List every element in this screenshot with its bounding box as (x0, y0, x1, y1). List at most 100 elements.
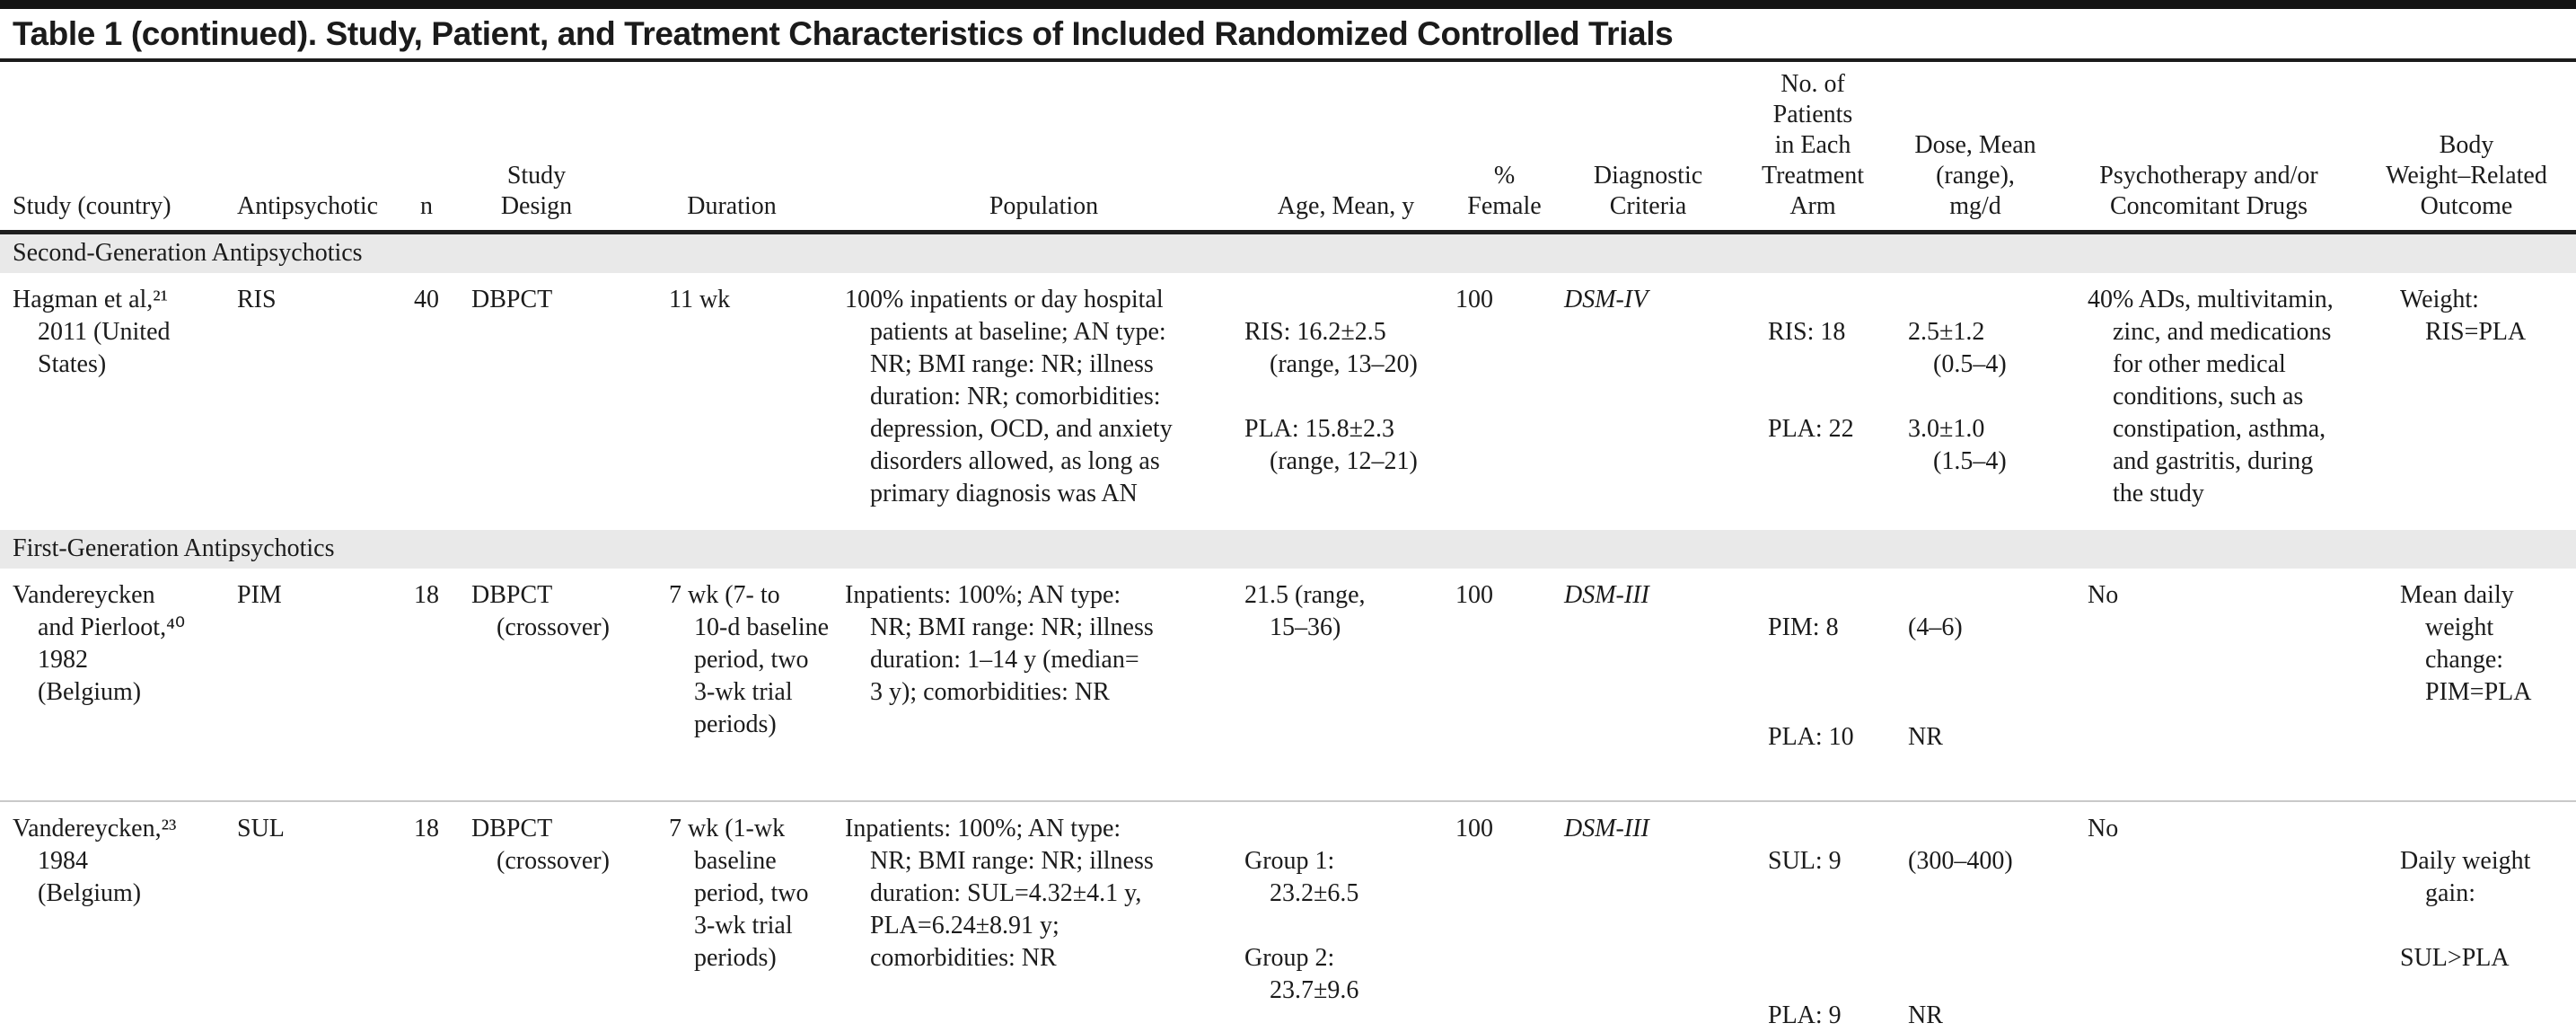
cell-psychotherapy: 40% ADs, multivitamin, zinc, and medicat… (2061, 273, 2357, 530)
cell-text: 7 wk (1-wk baseline period, two 3-wk tri… (669, 815, 809, 972)
cell-text: (4–6) (1908, 613, 1963, 641)
cell-design: DBPCT (453, 273, 620, 530)
cell-dose: (4–6) NR (1890, 569, 2061, 801)
cell-text: 11 wk (669, 286, 731, 313)
cell-population: Inpatients: 100%; AN type: NR; BMI range… (844, 569, 1244, 801)
cell-text: 21.5 (range, 15–36) (1244, 581, 1366, 641)
cell-text: DBPCT (471, 286, 553, 313)
col-header-dose: Dose, Mean (range), mg/d (1890, 62, 2061, 234)
col-header-design: Study Design (453, 62, 620, 234)
cell-criteria: DSM-IV (1561, 273, 1736, 530)
table-title: Table 1 (continued). Study, Patient, and… (13, 15, 1674, 52)
cell-patients: RIS: 18 PLA: 22 (1736, 273, 1890, 530)
cell-text: 18 (414, 581, 439, 609)
col-header-female: % Female (1448, 62, 1561, 234)
col-header-outcome: Body Weight–Related Outcome (2357, 62, 2576, 234)
col-header-psychotherapy: Psychotherapy and/or Concomitant Drugs (2061, 62, 2357, 234)
cell-dose: (300–400) NR (1890, 800, 2061, 1032)
cell-criteria: DSM-III (1561, 569, 1736, 801)
cell-text: PLA: 22 (1768, 415, 1854, 443)
cell-text: 100 (1455, 815, 1493, 842)
cell-duration: 7 wk (1-wk baseline period, two 3-wk tri… (620, 800, 844, 1032)
cell-text: Daily weight gain: (2400, 847, 2531, 907)
cell-age: 21.5 (range, 15–36) (1244, 569, 1448, 801)
cell-text: PLA: 9 (1768, 1001, 1842, 1029)
section-row-second-generation: Second-Generation Antipsychotics (0, 232, 2576, 273)
cell-text: 100 (1455, 581, 1493, 609)
cell-text: RIS: 18 (1768, 318, 1846, 346)
cell-text: Inpatients: 100%; AN type: NR; BMI range… (845, 815, 1154, 972)
cell-study: Hagman et al,²¹ 2011 (United States) (0, 273, 207, 530)
cell-text: DBPCT (crossover) (471, 581, 610, 641)
cell-antipsychotic: SUL (207, 800, 400, 1032)
cell-patients: SUL: 9 PLA: 9 (1736, 800, 1890, 1032)
cell-study: Vandereycken,²³ 1984 (Belgium) (0, 800, 207, 1032)
study-characteristics-table: Study (country) Antipsychotic n Study De… (0, 62, 2576, 1032)
cell-text: 100 (1455, 286, 1493, 313)
cell-text: DSM-IV (1564, 286, 1648, 313)
col-header-n: n (400, 62, 453, 234)
cell-patients: PIM: 8 PLA: 10 (1736, 569, 1890, 801)
title-divider (0, 58, 2576, 62)
cell-study: Vandereycken and Pierloot,⁴⁰ 1982 (Belgi… (0, 569, 207, 801)
cell-text: Weight: RIS=PLA (2400, 286, 2527, 346)
cell-dose: 2.5±1.2 (0.5–4) 3.0±1.0 (1.5–4) (1890, 273, 2061, 530)
cell-duration: 11 wk (620, 273, 844, 530)
cell-text: 100% inpatients or day hospital patients… (845, 286, 1173, 507)
cell-psychotherapy: No (2061, 569, 2357, 801)
cell-criteria: DSM-III (1561, 800, 1736, 1032)
col-header-patients: No. of Patients in Each Treatment Arm (1736, 62, 1890, 234)
cell-text: PIM (237, 581, 282, 609)
cell-text: PLA: 10 (1768, 723, 1854, 751)
cell-text: DBPCT (crossover) (471, 815, 610, 875)
cell-text: RIS: 16.2±2.5 (range, 13–20) (1244, 318, 1418, 378)
cell-n: 18 (400, 569, 453, 801)
cell-text: 40% ADs, multivitamin, zinc, and medicat… (2088, 286, 2334, 507)
cell-text: PIM: 8 (1768, 613, 1839, 641)
cell-text: Mean daily weight change: PIM=PLA (2400, 581, 2532, 706)
col-header-criteria: Diagnostic Criteria (1561, 62, 1736, 234)
cell-text: SUL>PLA (2400, 944, 2510, 972)
cell-age: Group 1: 23.2±6.5 Group 2: 23.7±9.6 (1244, 800, 1448, 1032)
cell-text: Vandereycken,²³ 1984 (Belgium) (13, 815, 177, 907)
cell-text: 7 wk (7- to 10-d baseline period, two 3-… (669, 581, 830, 738)
section-header: Second-Generation Antipsychotics (0, 232, 2576, 273)
cell-text: 2.5±1.2 (0.5–4) (1908, 318, 2007, 378)
table-row: Vandereycken,²³ 1984 (Belgium) SUL 18 DB… (0, 800, 2576, 1032)
section-row-first-generation: First-Generation Antipsychotics (0, 530, 2576, 569)
cell-text: DSM-III (1564, 581, 1649, 609)
cell-text: NR (1908, 1001, 1943, 1029)
table-row: Vandereycken and Pierloot,⁴⁰ 1982 (Belgi… (0, 569, 2576, 801)
cell-antipsychotic: PIM (207, 569, 400, 801)
cell-design: DBPCT (crossover) (453, 800, 620, 1032)
cell-text: No (2088, 815, 2119, 842)
cell-text: DSM-III (1564, 815, 1649, 842)
cell-text: (300–400) (1908, 847, 2013, 875)
cell-outcome: Mean daily weight change: PIM=PLA (2357, 569, 2576, 801)
cell-age: RIS: 16.2±2.5 (range, 13–20) PLA: 15.8±2… (1244, 273, 1448, 530)
cell-n: 18 (400, 800, 453, 1032)
cell-text: Vandereycken and Pierloot,⁴⁰ 1982 (Belgi… (13, 581, 186, 706)
cell-n: 40 (400, 273, 453, 530)
cell-duration: 7 wk (7- to 10-d baseline period, two 3-… (620, 569, 844, 801)
cell-female: 100 (1448, 569, 1561, 801)
cell-text: 40 (414, 286, 439, 313)
col-header-population: Population (844, 62, 1244, 234)
cell-text: PLA: 15.8±2.3 (range, 12–21) (1244, 415, 1418, 475)
cell-text: Group 2: 23.7±9.6 (1244, 944, 1359, 1004)
cell-text: 18 (414, 815, 439, 842)
cell-text: SUL: 9 (1768, 847, 1842, 875)
cell-female: 100 (1448, 800, 1561, 1032)
cell-antipsychotic: RIS (207, 273, 400, 530)
cell-text: RIS (237, 286, 277, 313)
col-header-antipsychotic: Antipsychotic (207, 62, 400, 234)
cell-outcome: Weight: RIS=PLA (2357, 273, 2576, 530)
cell-text: Hagman et al,²¹ 2011 (United States) (13, 286, 171, 378)
cell-text: NR (1908, 723, 1943, 751)
cell-text: SUL (237, 815, 285, 842)
cell-population: 100% inpatients or day hospital patients… (844, 273, 1244, 530)
cell-outcome: Daily weight gain: SUL>PLA (2357, 800, 2576, 1032)
col-header-age: Age, Mean, y (1244, 62, 1448, 234)
cell-text: Inpatients: 100%; AN type: NR; BMI range… (845, 581, 1154, 706)
